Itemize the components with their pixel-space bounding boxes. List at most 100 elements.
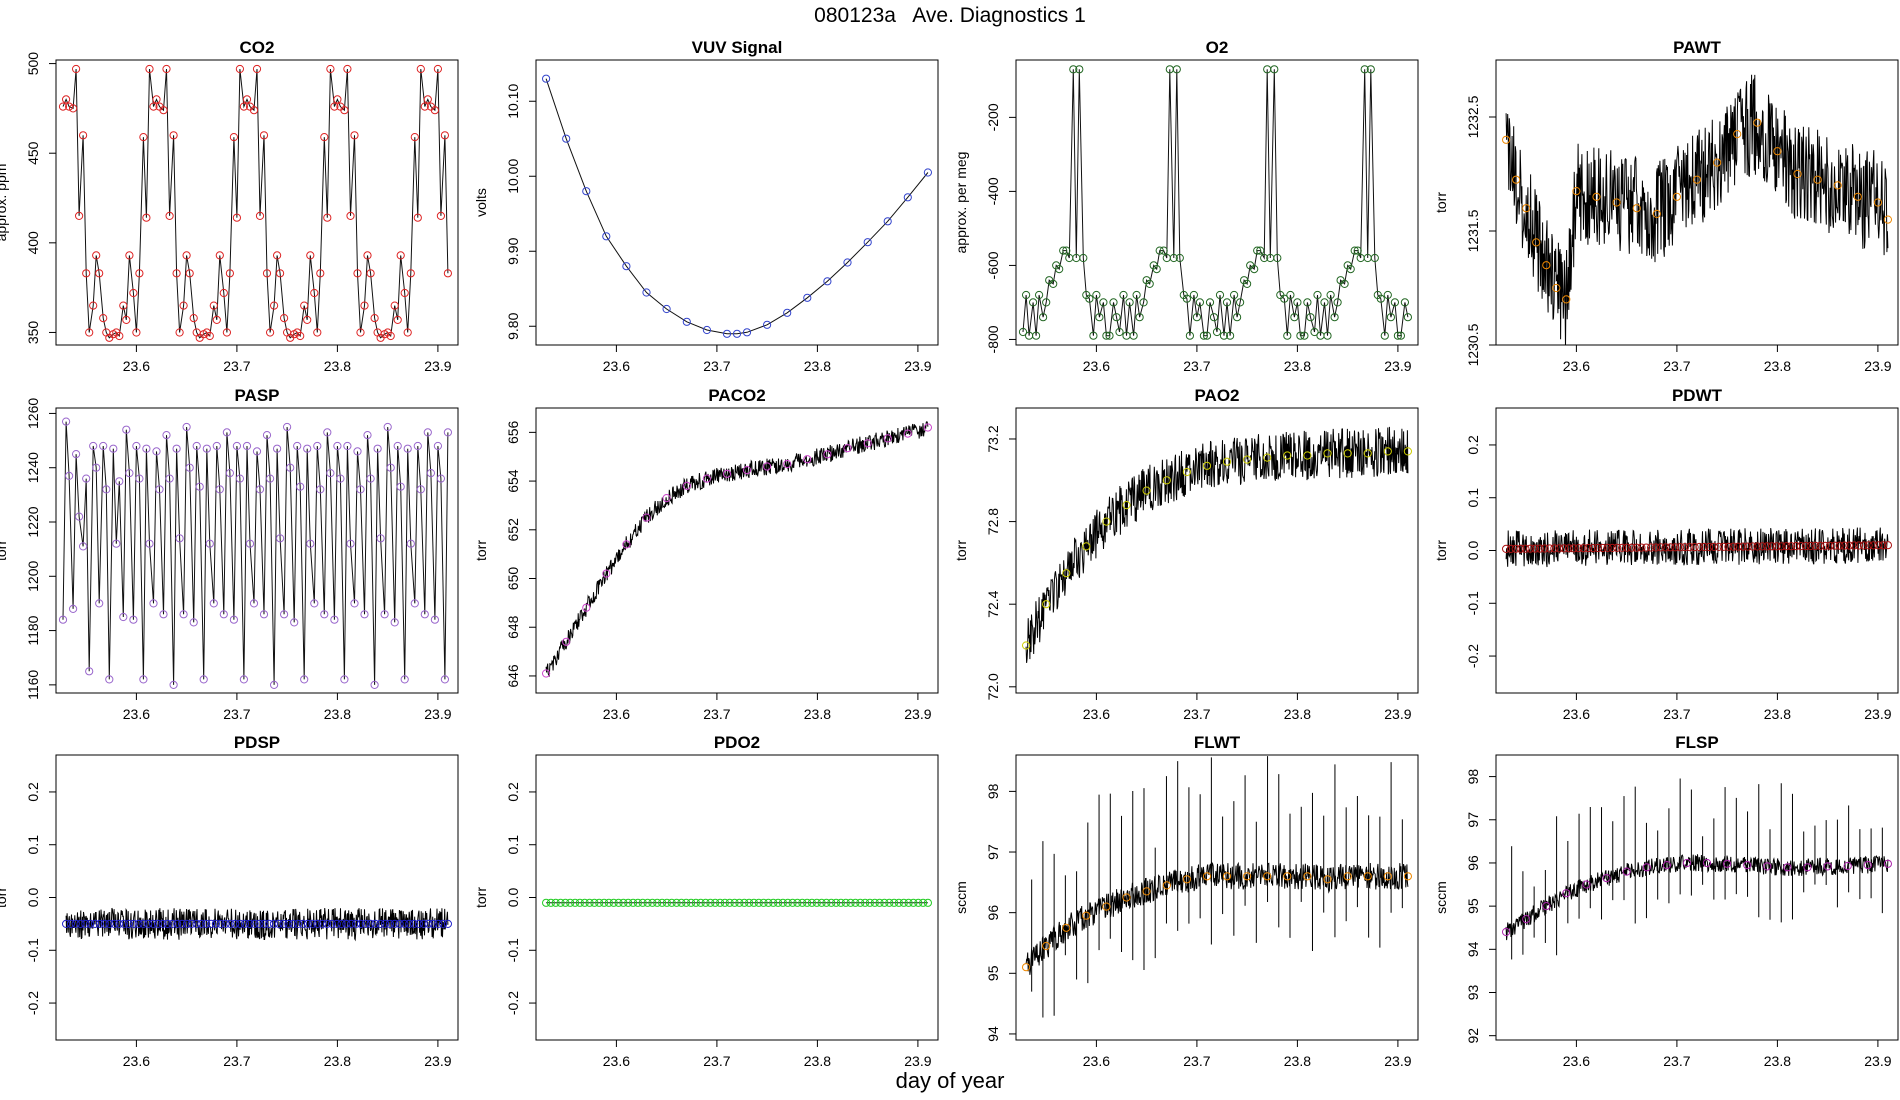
- x-tick-label: 23.6: [603, 1053, 630, 1069]
- y-tick-label: 654: [505, 469, 521, 493]
- x-tick-label: 23.9: [1864, 706, 1891, 722]
- y-tick-label: -0.2: [25, 991, 41, 1015]
- y-tick-label: 94: [985, 1026, 1001, 1042]
- panel-pdsp: PDSPtorr23.6 23.7 23.8 23.9-0.2-0.10.00.10.…: [0, 733, 458, 1069]
- y-tick-label: 0.2: [505, 782, 521, 802]
- y-axis-label-pdsp: torr: [0, 887, 9, 908]
- x-tick-label: 23.8: [1764, 706, 1791, 722]
- trace-flwt: [1026, 863, 1408, 975]
- panel-title-pao2: PAO2: [1194, 386, 1239, 405]
- panel-vuv: VUV Signalvolts23.6 23.7 23.8 23.99.809.901…: [473, 38, 938, 374]
- y-tick-label: -200: [985, 103, 1001, 131]
- x-tick-label: 23.8: [324, 358, 351, 374]
- y-axis-label-vuv: volts: [473, 188, 489, 217]
- x-tick-label: 23.7: [703, 706, 730, 722]
- data-point: [1384, 873, 1391, 880]
- plot-area-flwt: [1023, 756, 1412, 1017]
- x-tick-label: 23.8: [1284, 358, 1311, 374]
- y-axis-label-flsp: sccm: [1433, 881, 1449, 914]
- y-tick-label: -0.2: [1465, 644, 1481, 668]
- x-tick-label: 23.6: [1563, 1053, 1590, 1069]
- data-point: [1884, 216, 1891, 223]
- x-tick-label: 23.9: [904, 358, 931, 374]
- y-tick-label: 1230.5: [1465, 323, 1481, 366]
- y-tick-label: 500: [25, 52, 41, 76]
- x-tick-label: 23.7: [703, 358, 730, 374]
- panel-title-pdwt: PDWT: [1672, 386, 1723, 405]
- x-tick-label: 23.7: [1663, 358, 1690, 374]
- y-tick-label: 10.00: [505, 159, 521, 194]
- y-tick-label: 1260: [25, 398, 41, 429]
- plot-area-co2: [59, 65, 451, 341]
- y-tick-label: 93: [1465, 985, 1481, 1001]
- x-tick-label: 23.9: [1864, 1053, 1891, 1069]
- y-tick-label: 97: [1465, 812, 1481, 828]
- y-tick-label: 648: [505, 615, 521, 639]
- plot-area-pao2: [1023, 427, 1412, 663]
- y-tick-label: 0.0: [505, 888, 521, 908]
- y-tick-label: 72.0: [985, 673, 1001, 700]
- x-tick-label: 23.6: [1563, 358, 1590, 374]
- y-tick-label: -400: [985, 177, 1001, 205]
- y-tick-label: -0.2: [505, 991, 521, 1015]
- y-axis-label-paco2: torr: [473, 540, 489, 561]
- panel-paco2: PACO2torr23.6 23.7 23.8 23.9646648650652654…: [473, 386, 938, 722]
- y-tick-label: 1220: [25, 506, 41, 537]
- y-tick-label: 95: [1465, 898, 1481, 914]
- y-tick-label: 0.1: [25, 835, 41, 855]
- plot-frame-pdsp: [56, 755, 458, 1040]
- x-tick-label: 23.9: [424, 706, 451, 722]
- panel-pasp: PASPtorr23.6 23.7 23.8 23.91160118012001220…: [0, 386, 458, 722]
- y-tick-label: 1200: [25, 561, 41, 592]
- figure-x-axis-label: day of year: [0, 1068, 1900, 1094]
- y-tick-label: 650: [505, 567, 521, 591]
- x-tick-label: 23.6: [1083, 358, 1110, 374]
- y-tick-label: 96: [1465, 855, 1481, 871]
- x-tick-label: 23.8: [324, 1053, 351, 1069]
- plot-area-pawt: [1503, 75, 1892, 348]
- y-tick-label: 1160: [25, 670, 41, 700]
- y-axis-label-pdo2: torr: [473, 887, 489, 908]
- x-tick-label: 23.7: [223, 1053, 250, 1069]
- x-tick-label: 23.8: [804, 1053, 831, 1069]
- x-tick-label: 23.8: [1764, 358, 1791, 374]
- x-tick-label: 23.6: [1083, 1053, 1110, 1069]
- y-axis-label-co2: approx. ppm: [0, 164, 9, 242]
- y-tick-label: 0.1: [505, 835, 521, 855]
- y-tick-label: -600: [985, 251, 1001, 279]
- x-tick-label: 23.7: [223, 706, 250, 722]
- series-line-co2: [63, 69, 448, 338]
- y-tick-label: 350: [25, 321, 41, 345]
- y-tick-label: -0.1: [1465, 591, 1481, 615]
- y-tick-label: 400: [25, 231, 41, 255]
- panel-pao2: PAO2torr23.6 23.7 23.8 23.972.072.472.873.2: [953, 386, 1418, 722]
- x-tick-label: 23.6: [1083, 706, 1110, 722]
- panel-title-vuv: VUV Signal: [692, 38, 783, 57]
- y-tick-label: 72.4: [985, 590, 1001, 617]
- panel-pawt: PAWTtorr23.6 23.7 23.8 23.91230.51231.51232…: [1433, 38, 1898, 374]
- plot-frame-o2: [1016, 60, 1418, 345]
- x-tick-label: 23.9: [1864, 358, 1891, 374]
- x-tick-label: 23.9: [1384, 358, 1411, 374]
- y-tick-label: -800: [985, 325, 1001, 353]
- trace-paco2: [546, 422, 928, 677]
- series-line-vuv: [546, 79, 928, 334]
- y-tick-label: 98: [985, 783, 1001, 799]
- y-tick-label: 95: [985, 965, 1001, 981]
- y-tick-label: 92: [1465, 1028, 1481, 1044]
- x-tick-label: 23.8: [1284, 706, 1311, 722]
- x-tick-label: 23.6: [603, 358, 630, 374]
- x-tick-label: 23.9: [424, 358, 451, 374]
- y-tick-label: 450: [25, 141, 41, 165]
- y-tick-label: 9.90: [505, 237, 521, 264]
- plot-area-flsp: [1503, 779, 1892, 960]
- y-tick-label: 0.0: [25, 888, 41, 908]
- x-tick-label: 23.9: [1384, 706, 1411, 722]
- y-tick-label: 1240: [25, 452, 41, 483]
- y-tick-label: 1180: [25, 615, 41, 645]
- trace-pdwt: [1506, 528, 1888, 567]
- y-tick-label: 98: [1465, 769, 1481, 785]
- x-tick-label: 23.8: [1764, 1053, 1791, 1069]
- plot-frame-paco2: [536, 408, 938, 693]
- panel-co2: CO2approx. ppm23.6 23.7 23.8 23.93504004505…: [0, 38, 458, 374]
